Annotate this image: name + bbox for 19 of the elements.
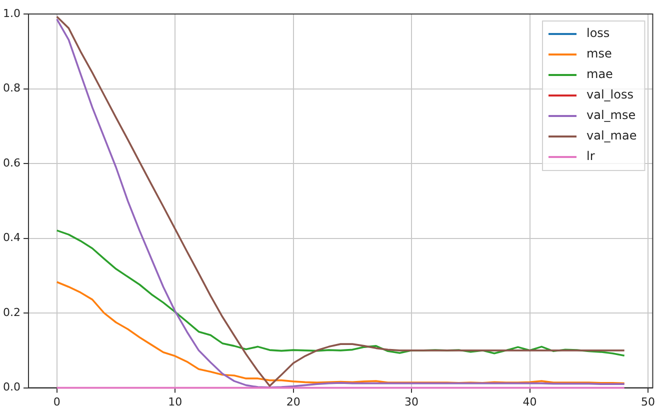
legend-label: val_loss — [586, 88, 634, 102]
x-tick-label: 20 — [286, 395, 300, 408]
y-tick-label: 0.4 — [2, 231, 20, 244]
y-tick-label: 0.0 — [2, 380, 20, 394]
x-tick-label: 10 — [168, 395, 182, 408]
legend-label: lr — [586, 149, 595, 164]
legend-label: mse — [586, 46, 612, 61]
x-tick-label: 50 — [640, 395, 655, 408]
y-tick-label: 0.8 — [2, 82, 20, 95]
legend-label: val_mse — [586, 108, 636, 122]
y-tick-label: 0.2 — [2, 306, 20, 319]
y-tick-label: 0.6 — [2, 156, 20, 170]
y-tick-label: 1.0 — [2, 6, 20, 20]
x-tick-label: 40 — [522, 395, 537, 408]
legend-label: val_mae — [586, 128, 637, 143]
x-tick-label: 30 — [404, 395, 419, 408]
legend-label: loss — [586, 26, 610, 40]
x-tick-label: 0 — [53, 395, 60, 408]
legend-label: mae — [586, 67, 613, 82]
